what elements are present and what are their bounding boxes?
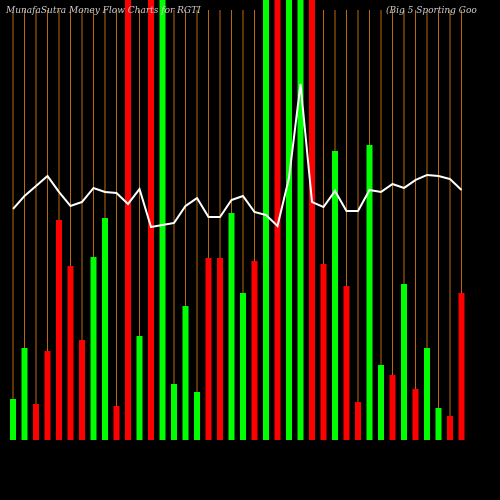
- bar: [412, 389, 419, 440]
- chart-title: MunafaSutra Money Flow Charts for RGTI: [5, 6, 201, 16]
- bar: [274, 0, 281, 440]
- bar: [21, 348, 28, 440]
- bar: [182, 306, 189, 440]
- bar: [159, 0, 166, 440]
- bar: [33, 404, 39, 440]
- bar: [297, 0, 304, 440]
- bar: [148, 0, 154, 440]
- bar: [136, 336, 143, 440]
- bar: [251, 261, 258, 440]
- bar: [332, 151, 338, 440]
- bar: [228, 213, 235, 440]
- bar: [10, 399, 16, 440]
- bar: [366, 145, 373, 440]
- money-flow-line: [12, 83, 463, 229]
- bar: [171, 384, 177, 440]
- bar: [401, 284, 407, 440]
- bar: [286, 0, 292, 440]
- bar: [389, 375, 396, 440]
- bar: [44, 351, 51, 440]
- bar: [458, 293, 465, 440]
- bar: [194, 392, 200, 440]
- chart-subtitle: (Big 5 Sporting Goo: [386, 5, 477, 16]
- bar: [343, 286, 350, 440]
- bar: [205, 258, 212, 440]
- bar: [378, 365, 384, 440]
- bar: [435, 408, 442, 440]
- bar: [320, 264, 327, 440]
- bar: [67, 266, 74, 440]
- bar: [263, 0, 269, 440]
- bar: [355, 402, 361, 440]
- bar: [424, 348, 430, 440]
- bars: [10, 0, 465, 440]
- bar: [102, 218, 108, 440]
- bar: [113, 406, 120, 440]
- bar: [56, 220, 62, 440]
- bar: [125, 0, 131, 440]
- bar: [217, 258, 223, 440]
- bar: [240, 293, 246, 440]
- bar: [309, 0, 315, 440]
- bar: [79, 340, 85, 440]
- bar: [90, 257, 97, 440]
- bar: [447, 416, 453, 440]
